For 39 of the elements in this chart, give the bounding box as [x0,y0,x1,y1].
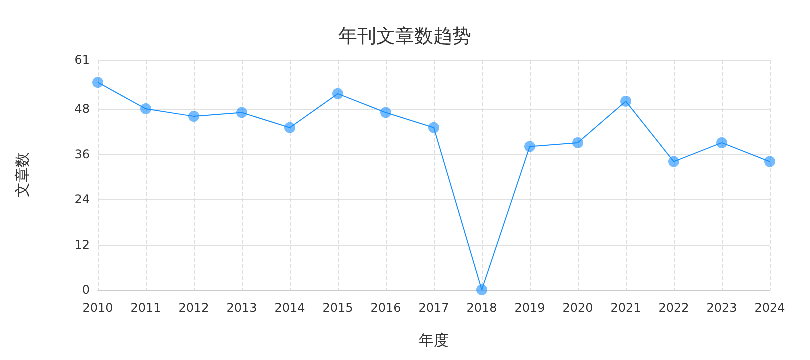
point [572,137,584,148]
point [476,284,488,296]
x-tick-label: 2014 [274,301,306,315]
y-tick-label: 36 [74,147,90,162]
x-tick-label: 2021 [610,301,642,315]
point [668,156,680,168]
x-tick-label: 2019 [514,301,546,315]
y-tick-label: 61 [74,53,90,67]
chart-title: 年刊文章数趋势 [338,26,472,48]
point [236,107,248,118]
point [524,141,536,152]
x-tick-label: 2023 [706,301,738,315]
x-tick-label: 2016 [370,301,402,315]
point [284,122,296,134]
x-tick-label: 2024 [754,301,786,315]
point [332,88,344,100]
point [764,156,776,168]
x-tick-label: 2012 [178,301,210,315]
x-tick-label: 2020 [562,301,594,315]
y-tick-label: 12 [74,238,90,252]
y-tick-label: 48 [74,102,90,116]
x-tick-label: 2022 [658,301,690,315]
x-tick-label: 2018 [466,301,498,315]
x-tick-label: 2011 [130,301,162,315]
point [92,77,104,88]
x-tick-label: 2017 [418,301,450,315]
y-tick-label: 24 [74,192,90,207]
x-tick-label: 2013 [226,301,258,315]
point [188,111,200,122]
x-tick-label: 2010 [82,301,114,315]
point [620,96,632,107]
y-tick-label: 0 [82,283,90,297]
point [428,122,440,134]
x-axis-title: 年度 [419,332,449,350]
y-axis-title: 文章数 [14,152,32,198]
point [140,104,152,115]
point [716,137,728,148]
point [380,107,392,118]
x-tick-label: 2015 [322,301,354,315]
